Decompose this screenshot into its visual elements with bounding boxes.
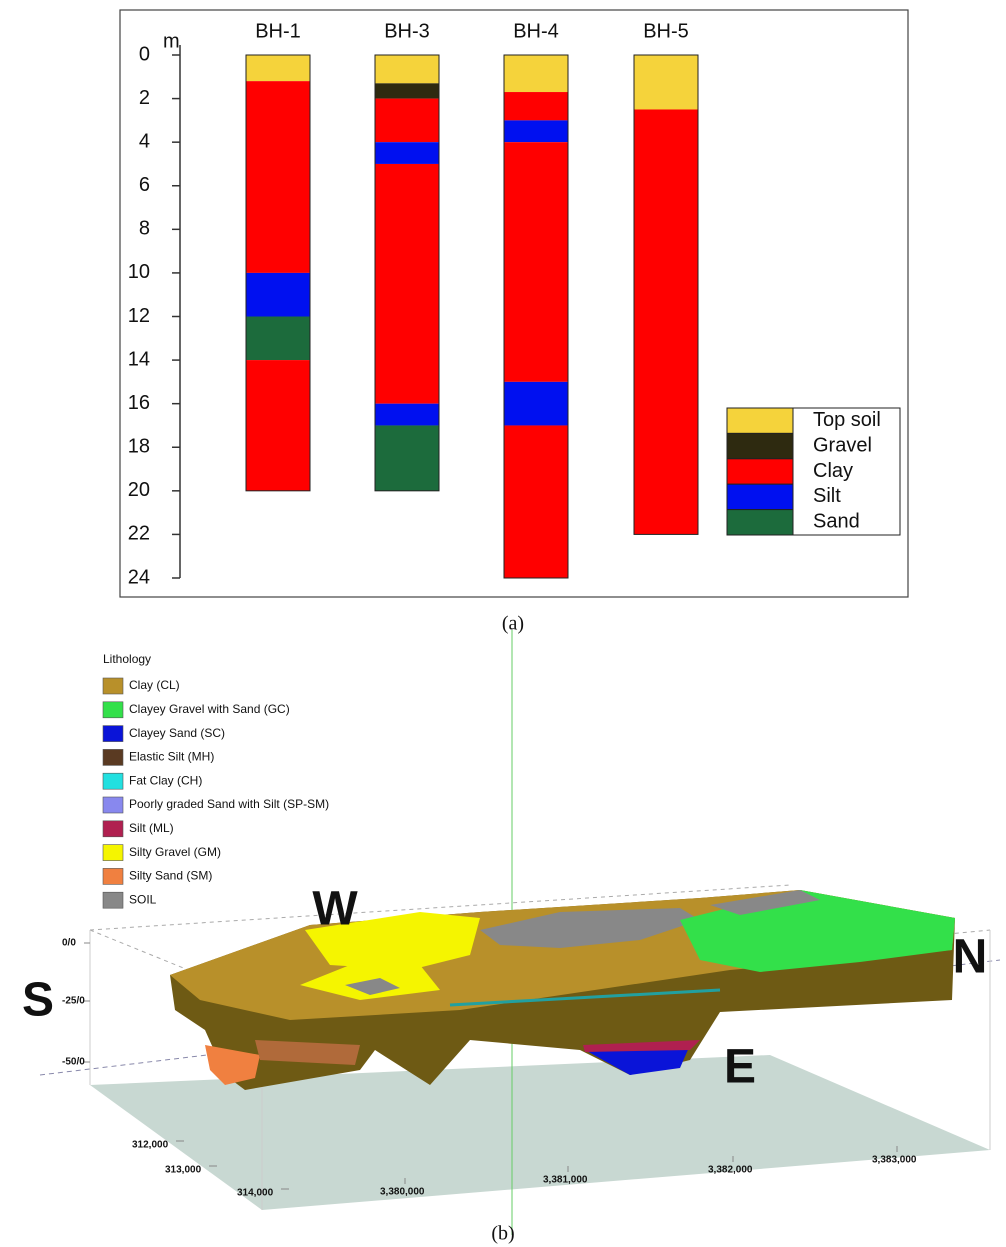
legend-swatch xyxy=(103,678,123,694)
y-tick-label: 8 xyxy=(139,218,150,240)
legend-swatch xyxy=(103,892,123,908)
block-scene xyxy=(40,630,1000,1235)
layer xyxy=(375,142,439,164)
legend-label: Silty Gravel (GM) xyxy=(129,845,221,859)
figure: m024681012141618202224BH-1BH-3BH-4BH-5To… xyxy=(0,0,1006,1247)
legend-label: Clay (CL) xyxy=(129,678,180,692)
y-tick-label: 10 xyxy=(128,261,150,283)
legend-swatch xyxy=(103,702,123,718)
y-tick-label: 6 xyxy=(139,174,150,196)
layer xyxy=(246,55,310,81)
y-unit: m xyxy=(163,30,180,52)
layer xyxy=(634,55,698,109)
borehole-label: BH-4 xyxy=(513,20,559,42)
legend-swatch xyxy=(727,484,793,509)
layer xyxy=(246,317,310,361)
layer xyxy=(375,164,439,404)
legend-label: Clayey Sand (SC) xyxy=(129,726,225,740)
legend-label: Poorly graded Sand with Silt (SP-SM) xyxy=(129,797,329,811)
legend-label: Top soil xyxy=(813,409,881,431)
legend-swatch xyxy=(727,433,793,458)
legend-label: Silt xyxy=(813,485,841,507)
z-tick-label: 0/0 xyxy=(62,938,76,949)
direction-label: E xyxy=(724,1041,756,1094)
layer xyxy=(504,120,568,142)
x-tick-label: 314,000 xyxy=(237,1188,274,1199)
y-tick-label: 20 xyxy=(128,479,150,501)
y-tick-label: 3,383,000 xyxy=(872,1155,917,1166)
legend-label: Gravel xyxy=(813,434,872,456)
layer xyxy=(375,404,439,426)
layer xyxy=(375,425,439,490)
y-tick-label: 0 xyxy=(139,43,150,65)
legend-label: Silt (ML) xyxy=(129,821,174,835)
layer xyxy=(246,81,310,273)
layer xyxy=(504,142,568,382)
layer xyxy=(246,273,310,317)
borehole-label: BH-1 xyxy=(255,20,301,42)
y-tick-label: 16 xyxy=(128,392,150,414)
layer xyxy=(634,109,698,534)
x-tick-label: 312,000 xyxy=(132,1140,169,1151)
y-tick-label: 2 xyxy=(139,87,150,109)
y-tick-label: 4 xyxy=(139,130,150,152)
legend-title: Lithology xyxy=(103,652,151,666)
legend-swatch xyxy=(727,459,793,484)
legend-label: Silty Sand (SM) xyxy=(129,869,212,883)
layer xyxy=(375,55,439,83)
x-tick-label: 313,000 xyxy=(165,1165,202,1176)
z-tick-label: -25/0 xyxy=(62,996,85,1007)
caption: (b) xyxy=(491,1223,514,1245)
y-tick-label: 24 xyxy=(128,566,150,588)
y-tick-label: 12 xyxy=(128,305,150,327)
layer xyxy=(246,360,310,491)
layer xyxy=(504,92,568,120)
y-tick-label: 3,381,000 xyxy=(543,1175,588,1186)
legend-label: Clayey Gravel with Sand (GC) xyxy=(129,702,290,716)
legend-swatch xyxy=(103,868,123,884)
layer xyxy=(375,99,439,143)
y-tick-label: 18 xyxy=(128,436,150,458)
legend-swatch xyxy=(103,726,123,742)
legend-label: Sand xyxy=(813,511,860,533)
legend-swatch xyxy=(103,845,123,861)
z-tick-label: -50/0 xyxy=(62,1057,85,1068)
legend-swatch xyxy=(727,408,793,433)
y-tick-label: 22 xyxy=(128,523,150,545)
legend-swatch xyxy=(103,773,123,789)
y-tick-label: 3,380,000 xyxy=(380,1187,425,1198)
direction-label: N xyxy=(953,931,988,984)
layer xyxy=(504,425,568,578)
caption: (a) xyxy=(502,613,524,635)
legend-label: Elastic Silt (MH) xyxy=(129,750,214,764)
legend-label: Clay xyxy=(813,460,853,482)
legend-swatch xyxy=(727,510,793,535)
legend-label: SOIL xyxy=(129,892,157,906)
y-tick-label: 14 xyxy=(128,348,150,370)
layer xyxy=(504,382,568,426)
borehole-label: BH-3 xyxy=(384,20,430,42)
legend-swatch xyxy=(103,797,123,813)
legend-swatch xyxy=(103,749,123,765)
layer xyxy=(375,83,439,98)
borehole-label: BH-5 xyxy=(643,20,689,42)
legend-swatch xyxy=(103,821,123,837)
direction-label: W xyxy=(312,883,358,936)
y-tick-label: 3,382,000 xyxy=(708,1165,753,1176)
legend-label: Fat Clay (CH) xyxy=(129,773,202,787)
layer xyxy=(504,55,568,92)
direction-label: S xyxy=(22,974,54,1027)
